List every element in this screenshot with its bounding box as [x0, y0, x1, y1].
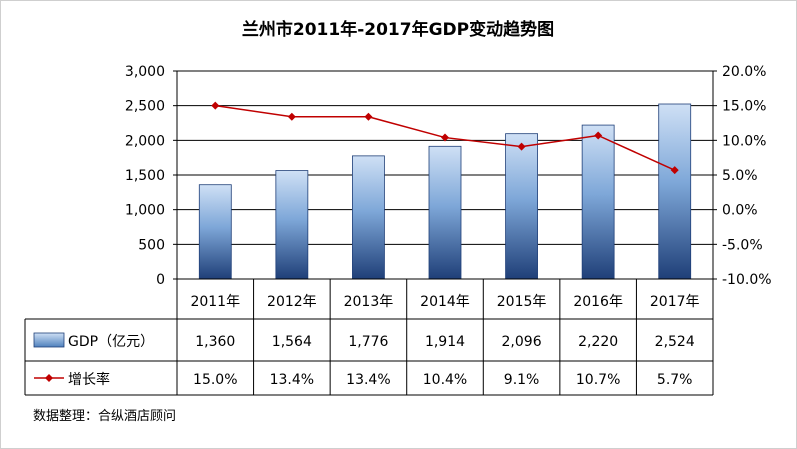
right-tick-label: 0.0% — [722, 203, 758, 219]
legend-growth-label: 增长率 — [68, 371, 110, 388]
left-tick-label: 2,000 — [125, 133, 165, 149]
bar-series — [198, 103, 692, 280]
category-label: 2015年 — [497, 294, 547, 310]
data-table: 2011年 2012年 2013年 2014年 2015年 2016年 2017年 GDP（亿… — [24, 278, 714, 396]
gdp-bar — [275, 170, 309, 280]
gdp-bar — [658, 103, 692, 280]
growth-value-label: 13.4% — [270, 372, 314, 388]
gdp-bar — [581, 124, 615, 280]
growth-value-label: 10.4% — [423, 372, 467, 388]
legend-gdp-swatch — [33, 332, 65, 348]
left-tick-label: 500 — [138, 237, 165, 253]
category-label: 2014年 — [420, 294, 470, 310]
chart-title: 兰州市2011年-2017年GDP变动趋势图 — [242, 19, 554, 40]
growth-point — [364, 112, 373, 121]
gdp-value-label: 1,914 — [425, 334, 465, 350]
gdp-value-label: 1,776 — [348, 334, 388, 350]
gdp-bar — [505, 133, 538, 280]
growth-point — [441, 133, 449, 142]
growth-value-label: 10.7% — [576, 372, 620, 388]
right-tick-label: -5.0% — [722, 237, 763, 253]
axes: 0 -10.0% 500 -5.0% 1,000 0.0% 1,500 5.0% 2,000 10… — [125, 64, 772, 288]
source-note: 数据整理：合纵酒店顾问 — [33, 409, 176, 424]
right-tick-label: -10.0% — [722, 272, 772, 288]
growth-point — [670, 166, 679, 175]
right-tick-label: 20.0% — [722, 64, 766, 80]
right-tick-label: 10.0% — [722, 133, 766, 149]
growth-value-label: 5.7% — [657, 372, 693, 388]
gdp-value-label: 2,220 — [578, 334, 618, 350]
category-label: 2012年 — [267, 294, 317, 310]
legend-gdp-label: GDP（亿元） — [68, 334, 154, 350]
gdp-value-label: 2,096 — [502, 334, 542, 350]
left-tick-label: 1,500 — [125, 168, 165, 184]
category-label: 2017年 — [650, 294, 700, 310]
gdp-value-label: 1,564 — [272, 334, 312, 350]
gdp-value-label: 2,524 — [655, 334, 695, 350]
category-label: 2011年 — [190, 294, 240, 310]
right-tick-label: 15.0% — [722, 99, 766, 115]
gdp-value-label: 1,360 — [195, 334, 235, 350]
right-tick-label: 5.0% — [722, 168, 758, 184]
gdp-bar — [198, 184, 232, 280]
left-tick-label: 2,500 — [125, 99, 165, 115]
growth-value-label: 9.1% — [504, 372, 540, 388]
growth-value-label: 15.0% — [193, 372, 237, 388]
growth-value-label: 13.4% — [346, 372, 390, 388]
gdp-bar — [352, 155, 385, 280]
growth-point — [287, 112, 296, 121]
legend-growth-marker — [45, 374, 53, 382]
growth-point — [594, 131, 603, 140]
category-label: 2016年 — [573, 294, 623, 310]
left-tick-label: 0 — [156, 272, 165, 288]
left-tick-label: 3,000 — [125, 64, 165, 80]
left-tick-label: 1,000 — [125, 203, 165, 219]
gdp-bar — [428, 145, 462, 280]
category-label: 2013年 — [344, 294, 394, 310]
growth-point — [211, 101, 220, 110]
growth-line-series — [211, 101, 679, 175]
growth-point — [517, 142, 526, 151]
